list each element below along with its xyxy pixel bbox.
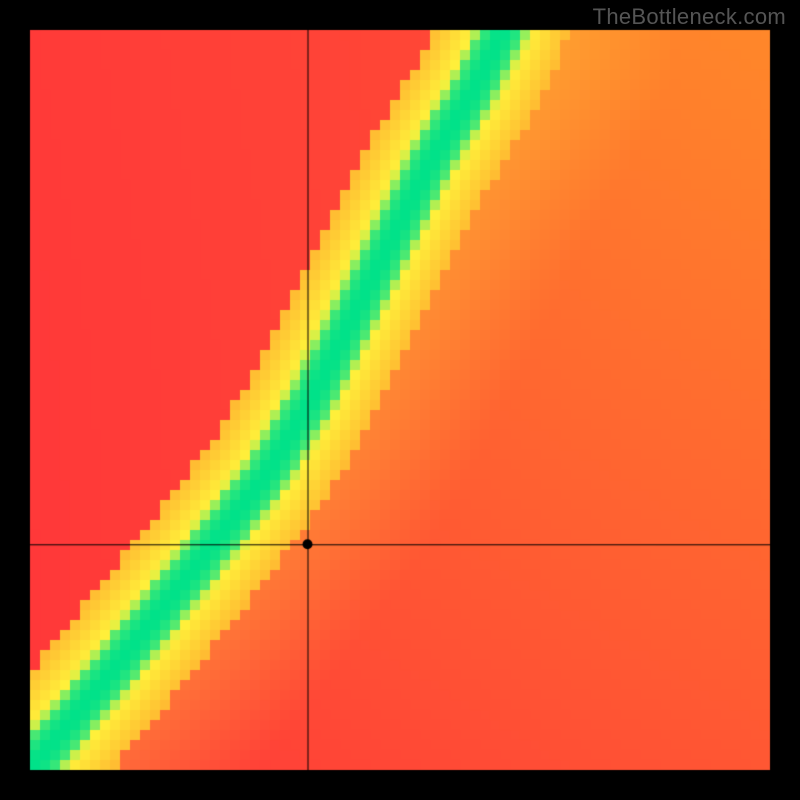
watermark-text: TheBottleneck.com xyxy=(593,4,786,30)
bottleneck-heatmap-canvas xyxy=(0,0,800,800)
chart-container: TheBottleneck.com xyxy=(0,0,800,800)
